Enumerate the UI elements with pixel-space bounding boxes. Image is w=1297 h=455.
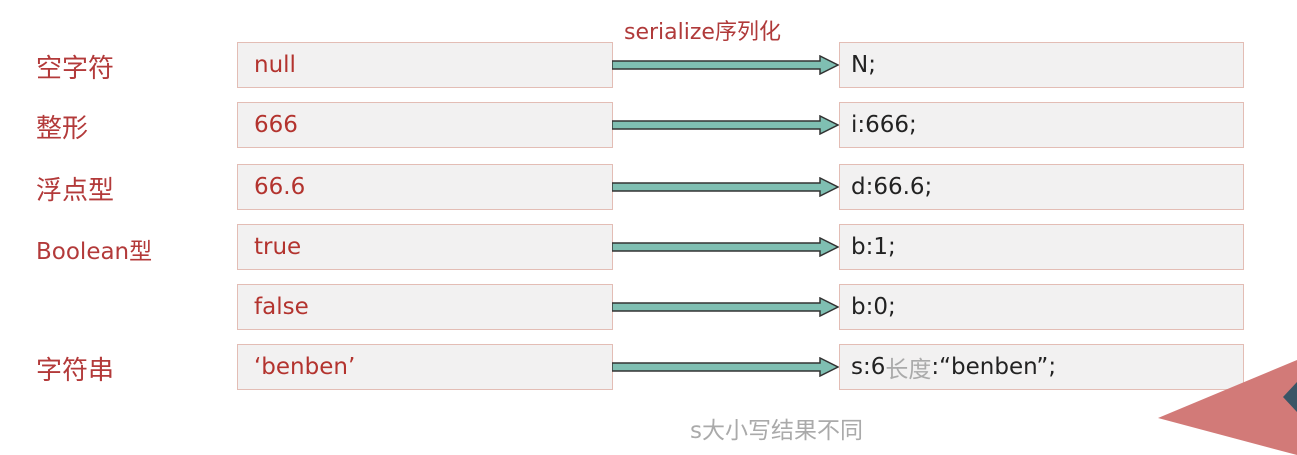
output-box: s:6 长度:“benben”; <box>839 344 1244 390</box>
input-value: 666 <box>254 112 298 138</box>
input-box: null <box>237 42 613 88</box>
row-string: 字符串 ‘benben’ s:6 长度:“benben”; <box>0 344 1297 394</box>
input-box: false <box>237 284 613 330</box>
decorative-triangle <box>1158 360 1297 455</box>
output-box: d:66.6; <box>839 164 1244 210</box>
row-int: 整形 666 i:666; <box>0 102 1297 152</box>
row-bool-false: false b:0; <box>0 284 1297 334</box>
type-label: 浮点型 <box>36 176 115 206</box>
output-value: N; <box>851 52 876 78</box>
input-box: true <box>237 224 613 270</box>
row-float: 浮点型 66.6 d:66.6; <box>0 164 1297 214</box>
output-box: b:1; <box>839 224 1244 270</box>
input-value: 66.6 <box>254 174 306 200</box>
arrow-right-icon <box>612 115 840 135</box>
input-box: 66.6 <box>237 164 613 210</box>
serialize-label: serialize序列化 <box>624 20 781 45</box>
output-value: b:1; <box>851 234 896 260</box>
output-box: N; <box>839 42 1244 88</box>
output-value: s:6 <box>851 354 886 380</box>
output-value: i:666; <box>851 112 917 138</box>
row-bool-true: Boolean型 true b:1; <box>0 224 1297 274</box>
input-value: true <box>254 234 302 260</box>
output-value: d:66.6; <box>851 174 933 200</box>
input-value: false <box>254 294 309 320</box>
input-value: ‘benben’ <box>254 354 356 380</box>
output-value-tail: :“benben”; <box>931 354 1057 380</box>
type-label: 空字符 <box>36 54 115 84</box>
input-box: ‘benben’ <box>237 344 613 390</box>
row-null: 空字符 null N; <box>0 42 1297 92</box>
arrow-right-icon <box>612 177 840 197</box>
arrow-right-icon <box>612 357 840 377</box>
arrow-right-icon <box>612 55 840 75</box>
type-label: 整形 <box>36 114 89 144</box>
output-box: i:666; <box>839 102 1244 148</box>
type-label: Boolean型 <box>36 239 153 265</box>
arrow-right-icon <box>612 237 840 257</box>
output-value: b:0; <box>851 294 896 320</box>
case-note: s大小写结果不同 <box>690 418 863 444</box>
arrow-right-icon <box>612 297 840 317</box>
input-box: 666 <box>237 102 613 148</box>
output-box: b:0; <box>839 284 1244 330</box>
input-value: null <box>254 52 296 78</box>
length-hint: 长度 <box>885 357 932 383</box>
type-label: 字符串 <box>36 356 115 386</box>
